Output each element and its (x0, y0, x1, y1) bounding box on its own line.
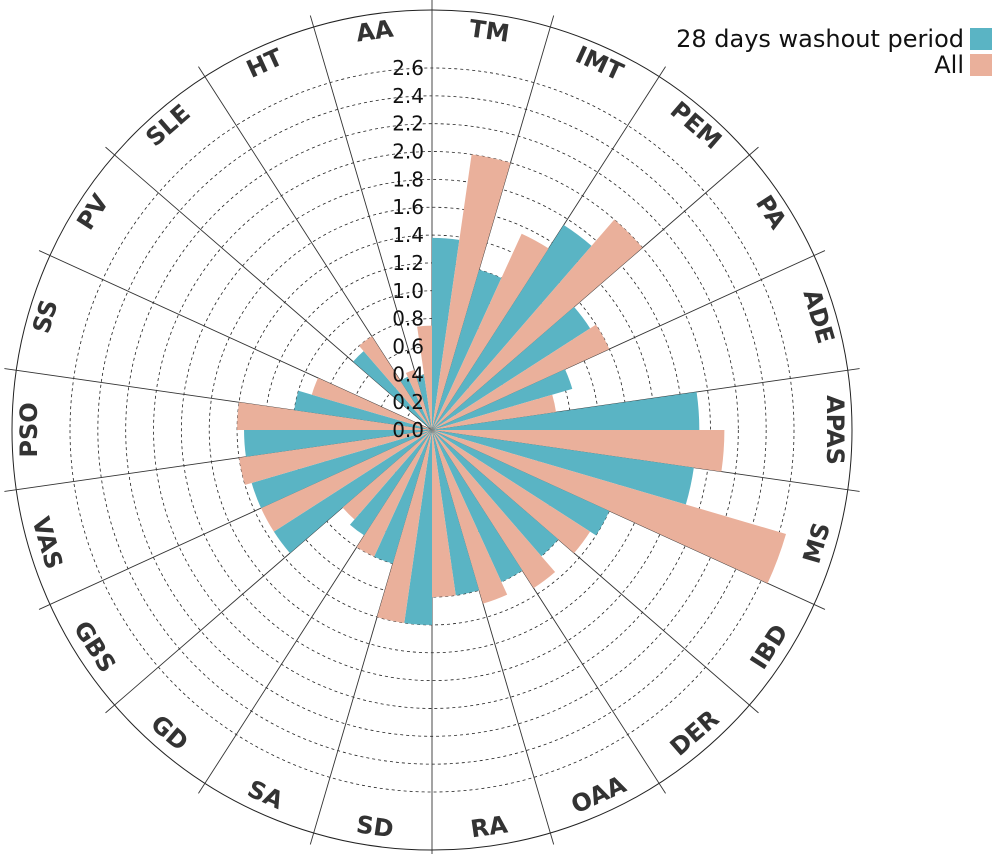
bar-all-ade (432, 394, 557, 430)
bar-washout-pem (432, 225, 592, 430)
category-label-ra: RA (469, 810, 510, 843)
bar-washout-ra (432, 430, 480, 596)
bar-all-ms (432, 430, 787, 584)
bar-all-imt (432, 233, 549, 430)
category-label-aa: AA (354, 15, 395, 48)
category-label-gd: GD (145, 710, 193, 757)
r-tick-label: 2.6 (392, 56, 424, 80)
r-tick-label: 0.8 (392, 307, 424, 331)
bar-all-gd (342, 430, 432, 520)
bar-washout-imt (432, 269, 502, 430)
bar-all-ra (432, 430, 456, 598)
bar-all-gbs (261, 430, 432, 532)
category-label-der: DER (665, 705, 725, 762)
r-tick-label: 0.0 (392, 418, 424, 442)
bar-washout-ms (432, 430, 694, 505)
bar-washout-apas (432, 391, 700, 430)
r-tick-label: 1.2 (392, 251, 424, 275)
r-tick-label: 1.6 (392, 195, 424, 219)
bar-all-sle (359, 336, 432, 430)
bar-all-pso (237, 402, 432, 430)
spoke-line (105, 146, 433, 431)
bar-washout-ss (294, 390, 432, 430)
bar-all-pem (432, 219, 643, 430)
bar-all-ss (311, 377, 432, 430)
bar-washout-der (432, 430, 559, 557)
bar-all-apas (432, 430, 725, 472)
category-label-ht: HT (242, 43, 287, 84)
spoke-line (309, 15, 433, 431)
legend-label-all: All (934, 51, 964, 79)
category-label-ibd: IBD (745, 619, 794, 674)
bar-all-oaa (432, 430, 508, 604)
bar-all-aa (417, 325, 432, 430)
category-label-pem: PEM (665, 96, 727, 155)
category-label-ms: MS (798, 519, 836, 566)
bar-washout-pa (432, 306, 591, 430)
category-label-apas: APAS (821, 395, 849, 465)
bar-all-tm (432, 154, 511, 430)
bar-washout-aa (416, 374, 432, 430)
legend-swatch-all (970, 54, 992, 76)
bar-washout-pso (244, 430, 432, 457)
r-tick-label: 1.4 (392, 223, 424, 247)
legend-item-washout: 28 days washout period (676, 26, 992, 52)
bar-all-ht (405, 369, 432, 430)
category-label-pso: PSO (15, 402, 43, 457)
bar-all-der (432, 430, 556, 589)
bar-washout-sa (374, 430, 432, 564)
spoke-line (38, 250, 433, 431)
bar-washout-gbs (273, 430, 432, 554)
bar-all-pa (432, 324, 610, 430)
r-tick-label: 0.6 (392, 334, 424, 358)
legend-swatch-washout (970, 28, 992, 50)
category-label-oaa: OAA (567, 770, 631, 819)
r-tick-label: 0.2 (392, 390, 424, 414)
bar-all-vas (239, 430, 432, 485)
category-label-ss: SS (27, 296, 63, 336)
category-label-tm: TM (467, 14, 511, 47)
category-label-sle: SLE (140, 99, 195, 152)
legend: 28 days washout period All (676, 26, 992, 78)
legend-label-washout: 28 days washout period (676, 25, 964, 53)
category-label-pa: PA (750, 190, 792, 234)
category-label-gbs: GBS (68, 616, 121, 678)
r-tick-label: 1.0 (392, 279, 424, 303)
legend-item-all: All (676, 52, 992, 78)
bar-washout-sle (353, 351, 432, 430)
r-tick-label: 2.2 (392, 112, 424, 136)
bar-washout-ibd (432, 430, 610, 536)
bar-washout-sd (404, 430, 432, 625)
category-label-ade: ADE (798, 286, 840, 347)
bar-washout-gd (349, 430, 432, 536)
r-tick-label: 2.4 (392, 84, 424, 108)
r-tick-label: 1.8 (392, 167, 424, 191)
bar-all-ibd (432, 430, 591, 554)
bar-all-sa (356, 430, 432, 557)
bar-washout-tm (432, 237, 460, 430)
bar-all-sd (377, 430, 432, 623)
category-label-sd: SD (355, 810, 396, 843)
category-label-imt: IMT (571, 40, 628, 86)
category-label-pv: PV (71, 189, 114, 235)
bar-washout-vas (251, 430, 432, 509)
r-tick-label: 2.0 (392, 140, 424, 164)
bar-washout-ade (432, 369, 573, 430)
bar-washout-ht (400, 376, 432, 430)
r-tick-label: 0.4 (392, 362, 424, 386)
bar-washout-oaa (432, 430, 523, 582)
category-label-vas: VAS (26, 514, 68, 573)
